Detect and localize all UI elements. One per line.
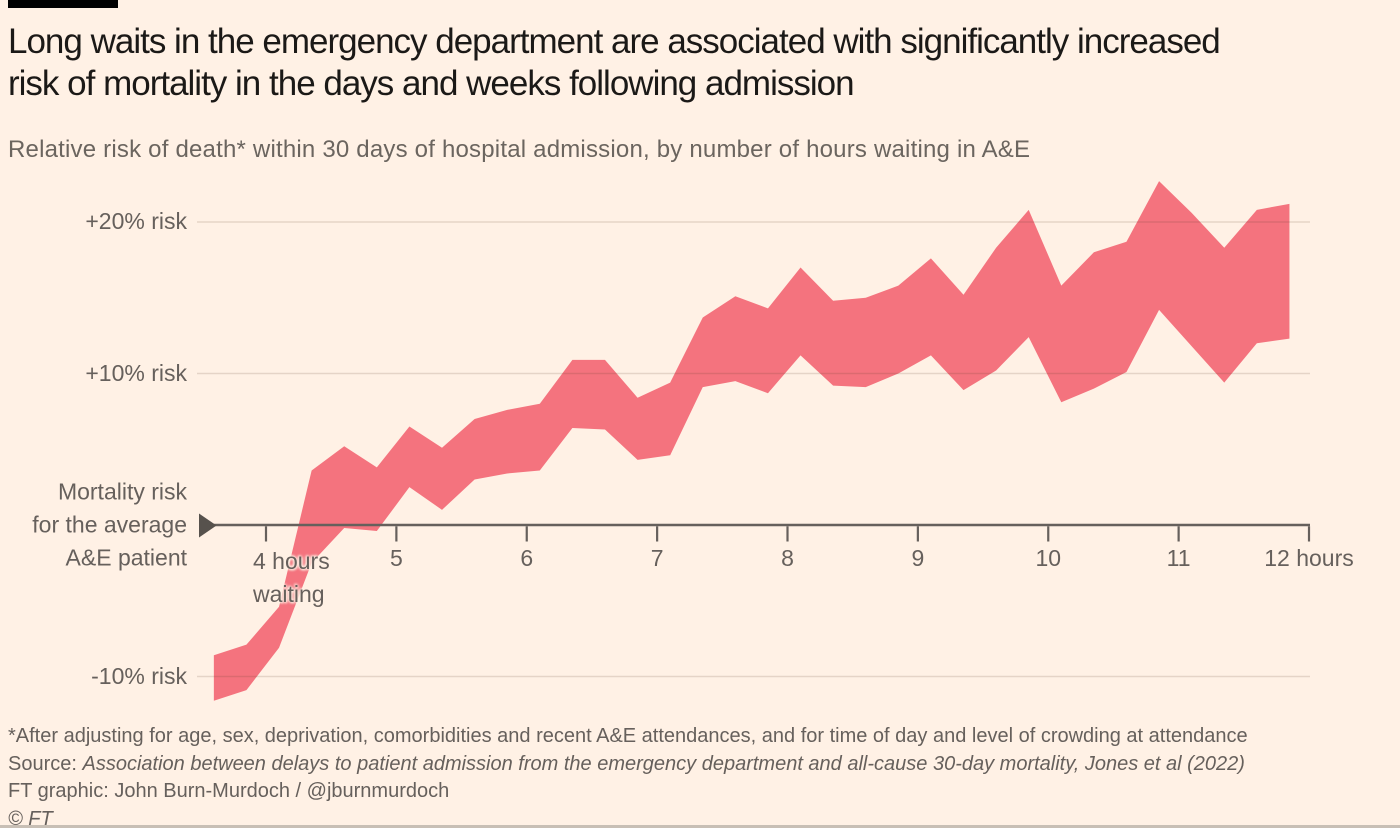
x-axis-label-4-hours-waiting: 4 hours waiting	[253, 545, 330, 611]
x-axis-label-9: 9	[911, 545, 925, 571]
x-axis-label-12-hours: 12 hours	[1264, 545, 1354, 571]
footnote-copyright: © FT	[8, 807, 53, 828]
x-axis-label-8: 8	[781, 545, 794, 571]
y-axis-label-baseline-line: A&E patient	[65, 544, 187, 571]
x-axis-label-7: 7	[650, 545, 664, 571]
source-prefix: Source:	[8, 752, 83, 775]
chart-subtitle: Relative risk of death* within 30 days o…	[8, 136, 1031, 163]
ft-brand-bar	[8, 0, 118, 8]
y-axis-label-20: +20% risk	[85, 207, 187, 234]
baseline-arrow-icon	[199, 513, 217, 538]
chart-title: Long waits in the emergency department a…	[8, 22, 1221, 103]
x-axis-label-line: 4 hours	[253, 548, 330, 574]
y-axis-label-baseline-line: Mortality risk	[57, 478, 187, 505]
footnote-adjustment: *After adjusting for age, sex, deprivati…	[8, 725, 1248, 747]
bottom-border	[0, 825, 1400, 828]
x-axis-label-10: 10	[1035, 545, 1062, 571]
x-axis-label-11: 11	[1166, 545, 1191, 571]
x-axis-label-5: 5	[389, 545, 403, 571]
x-axis-label-6: 6	[520, 545, 534, 571]
footnote-source: Source: Association between delays to pa…	[8, 751, 1400, 779]
footnotes-block: *After adjusting for age, sex, deprivati…	[8, 723, 1400, 828]
y-axis-label-baseline: Mortality risk for the average A&E patient	[32, 476, 187, 575]
y-axis-label-baseline-line: for the average	[32, 511, 187, 538]
y-axis-label-10: +10% risk	[85, 359, 187, 386]
x-axis-label-line: waiting	[253, 581, 325, 607]
confidence-band	[213, 181, 1290, 701]
footnote-credit: FT graphic: John Burn-Murdoch / @jburnmu…	[8, 780, 450, 802]
y-axis-label--10: -10% risk	[91, 662, 187, 689]
source-title: Association between delays to patient ad…	[82, 752, 1245, 775]
